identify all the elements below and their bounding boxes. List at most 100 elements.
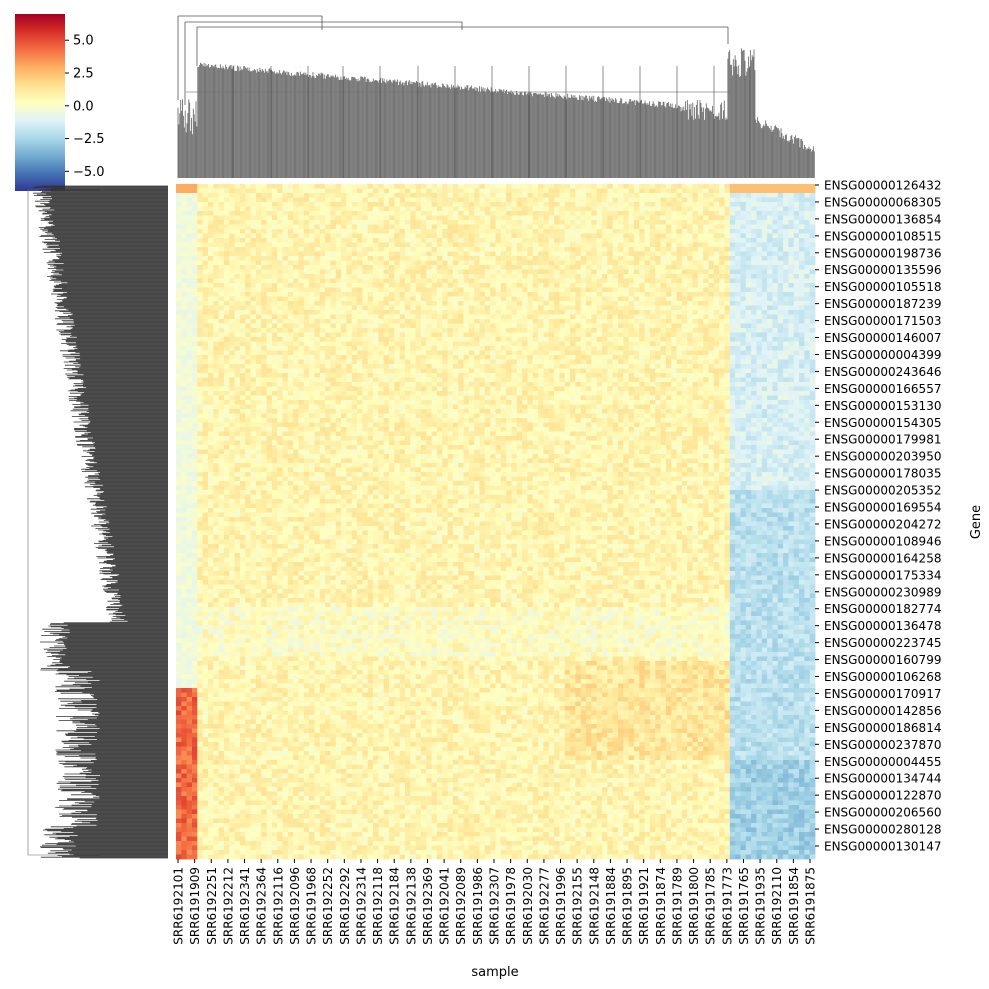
heatmap-cell	[426, 287, 432, 293]
heatmap-cell	[788, 301, 795, 306]
heatmap-cell	[724, 220, 731, 225]
heatmap-cell	[538, 211, 544, 216]
heatmap-cell	[772, 242, 779, 248]
heatmap-cell	[186, 301, 193, 306]
heatmap-cell	[181, 247, 188, 252]
heatmap-cell	[234, 211, 241, 216]
heatmap-cell	[431, 296, 438, 302]
heatmap-cell	[777, 215, 784, 221]
heatmap-cell	[484, 220, 491, 225]
heatmap-cell	[271, 184, 278, 189]
heatmap-cell	[207, 238, 214, 243]
heatmap-cell	[293, 238, 299, 243]
heatmap-cell	[767, 224, 773, 230]
heatmap-cell	[442, 233, 448, 239]
heatmap-cell	[522, 305, 528, 311]
heatmap-cell	[708, 238, 715, 243]
heatmap-cell	[362, 202, 369, 207]
heatmap-cell	[708, 305, 715, 311]
heatmap-cell	[500, 260, 507, 266]
heatmap-cell	[761, 274, 768, 279]
heatmap-cell	[293, 305, 299, 311]
heatmap-cell	[713, 269, 720, 275]
heatmap-cell	[458, 265, 464, 270]
heatmap-cell	[644, 193, 651, 198]
heatmap-cell	[383, 269, 390, 275]
heatmap-cell	[761, 211, 768, 216]
heatmap-cell	[649, 283, 656, 288]
heatmap-cell	[420, 193, 427, 198]
heatmap-cell	[447, 260, 454, 266]
heatmap-cell	[500, 287, 507, 293]
heatmap-cell	[420, 233, 427, 239]
heatmap-cell	[357, 251, 363, 257]
heatmap-cell	[522, 287, 528, 293]
heatmap-cell	[468, 278, 475, 284]
heatmap-cell	[378, 305, 385, 311]
heatmap-cell	[623, 301, 630, 306]
heatmap-cell	[692, 193, 699, 198]
heatmap-cell	[602, 233, 608, 239]
heatmap-cell	[665, 301, 672, 306]
heatmap-cell	[719, 202, 725, 207]
heatmap-cell	[735, 193, 741, 198]
heatmap-cell	[612, 256, 619, 261]
heatmap-cell	[612, 260, 619, 266]
heatmap-cell	[687, 229, 693, 234]
heatmap-cell	[554, 269, 560, 275]
heatmap-cell	[458, 211, 464, 216]
heatmap-cell	[793, 193, 800, 198]
heatmap-cell	[357, 260, 363, 266]
heatmap-cell	[559, 247, 566, 252]
heatmap-cell	[777, 184, 784, 189]
heatmap-cell	[649, 193, 656, 198]
heatmap-cell	[570, 296, 576, 302]
heatmap-cell	[586, 247, 592, 252]
heatmap-cell	[586, 211, 592, 216]
heatmap-cell	[538, 301, 544, 306]
heatmap-cell	[239, 269, 246, 275]
heatmap-cell	[671, 296, 677, 302]
heatmap-cell	[724, 269, 731, 275]
heatmap-cell	[415, 202, 422, 207]
heatmap-cell	[724, 296, 731, 302]
heatmap-cell	[319, 256, 326, 261]
heatmap-cell	[255, 278, 262, 284]
heatmap-cell	[330, 211, 337, 216]
heatmap-cell	[532, 292, 539, 297]
heatmap-cell	[378, 229, 385, 234]
heatmap-cell	[303, 296, 310, 302]
heatmap-cell	[799, 184, 805, 189]
heatmap-cell	[399, 184, 406, 189]
heatmap-cell	[671, 256, 677, 261]
heatmap-cell	[373, 224, 379, 230]
heatmap-cell	[772, 292, 779, 297]
heatmap-cell	[373, 202, 379, 207]
heatmap-cell	[607, 247, 614, 252]
heatmap-cell	[479, 260, 486, 266]
heatmap-cell	[303, 287, 310, 293]
heatmap-cell	[383, 310, 390, 315]
heatmap-cell	[554, 251, 560, 257]
heatmap-cell	[223, 211, 230, 216]
heatmap-cell	[783, 233, 789, 239]
heatmap-cell	[383, 229, 390, 234]
heatmap-cell	[740, 188, 747, 194]
heatmap-cell	[506, 251, 512, 257]
heatmap-cell	[383, 278, 390, 284]
heatmap-cell	[426, 292, 432, 297]
heatmap-cell	[431, 269, 438, 275]
heatmap-cell	[676, 265, 683, 270]
heatmap-cell	[799, 265, 805, 270]
heatmap-cell	[287, 238, 294, 243]
heatmap-cell	[777, 224, 784, 230]
heatmap-cell	[681, 215, 688, 221]
heatmap-cell	[239, 283, 246, 288]
heatmap-cell	[373, 260, 379, 266]
heatmap-cell	[426, 202, 432, 207]
heatmap-cell	[591, 215, 598, 221]
heatmap-cell	[500, 211, 507, 216]
heatmap-cell	[559, 256, 566, 261]
heatmap-cell	[255, 287, 262, 293]
heatmap-cell	[767, 184, 773, 189]
